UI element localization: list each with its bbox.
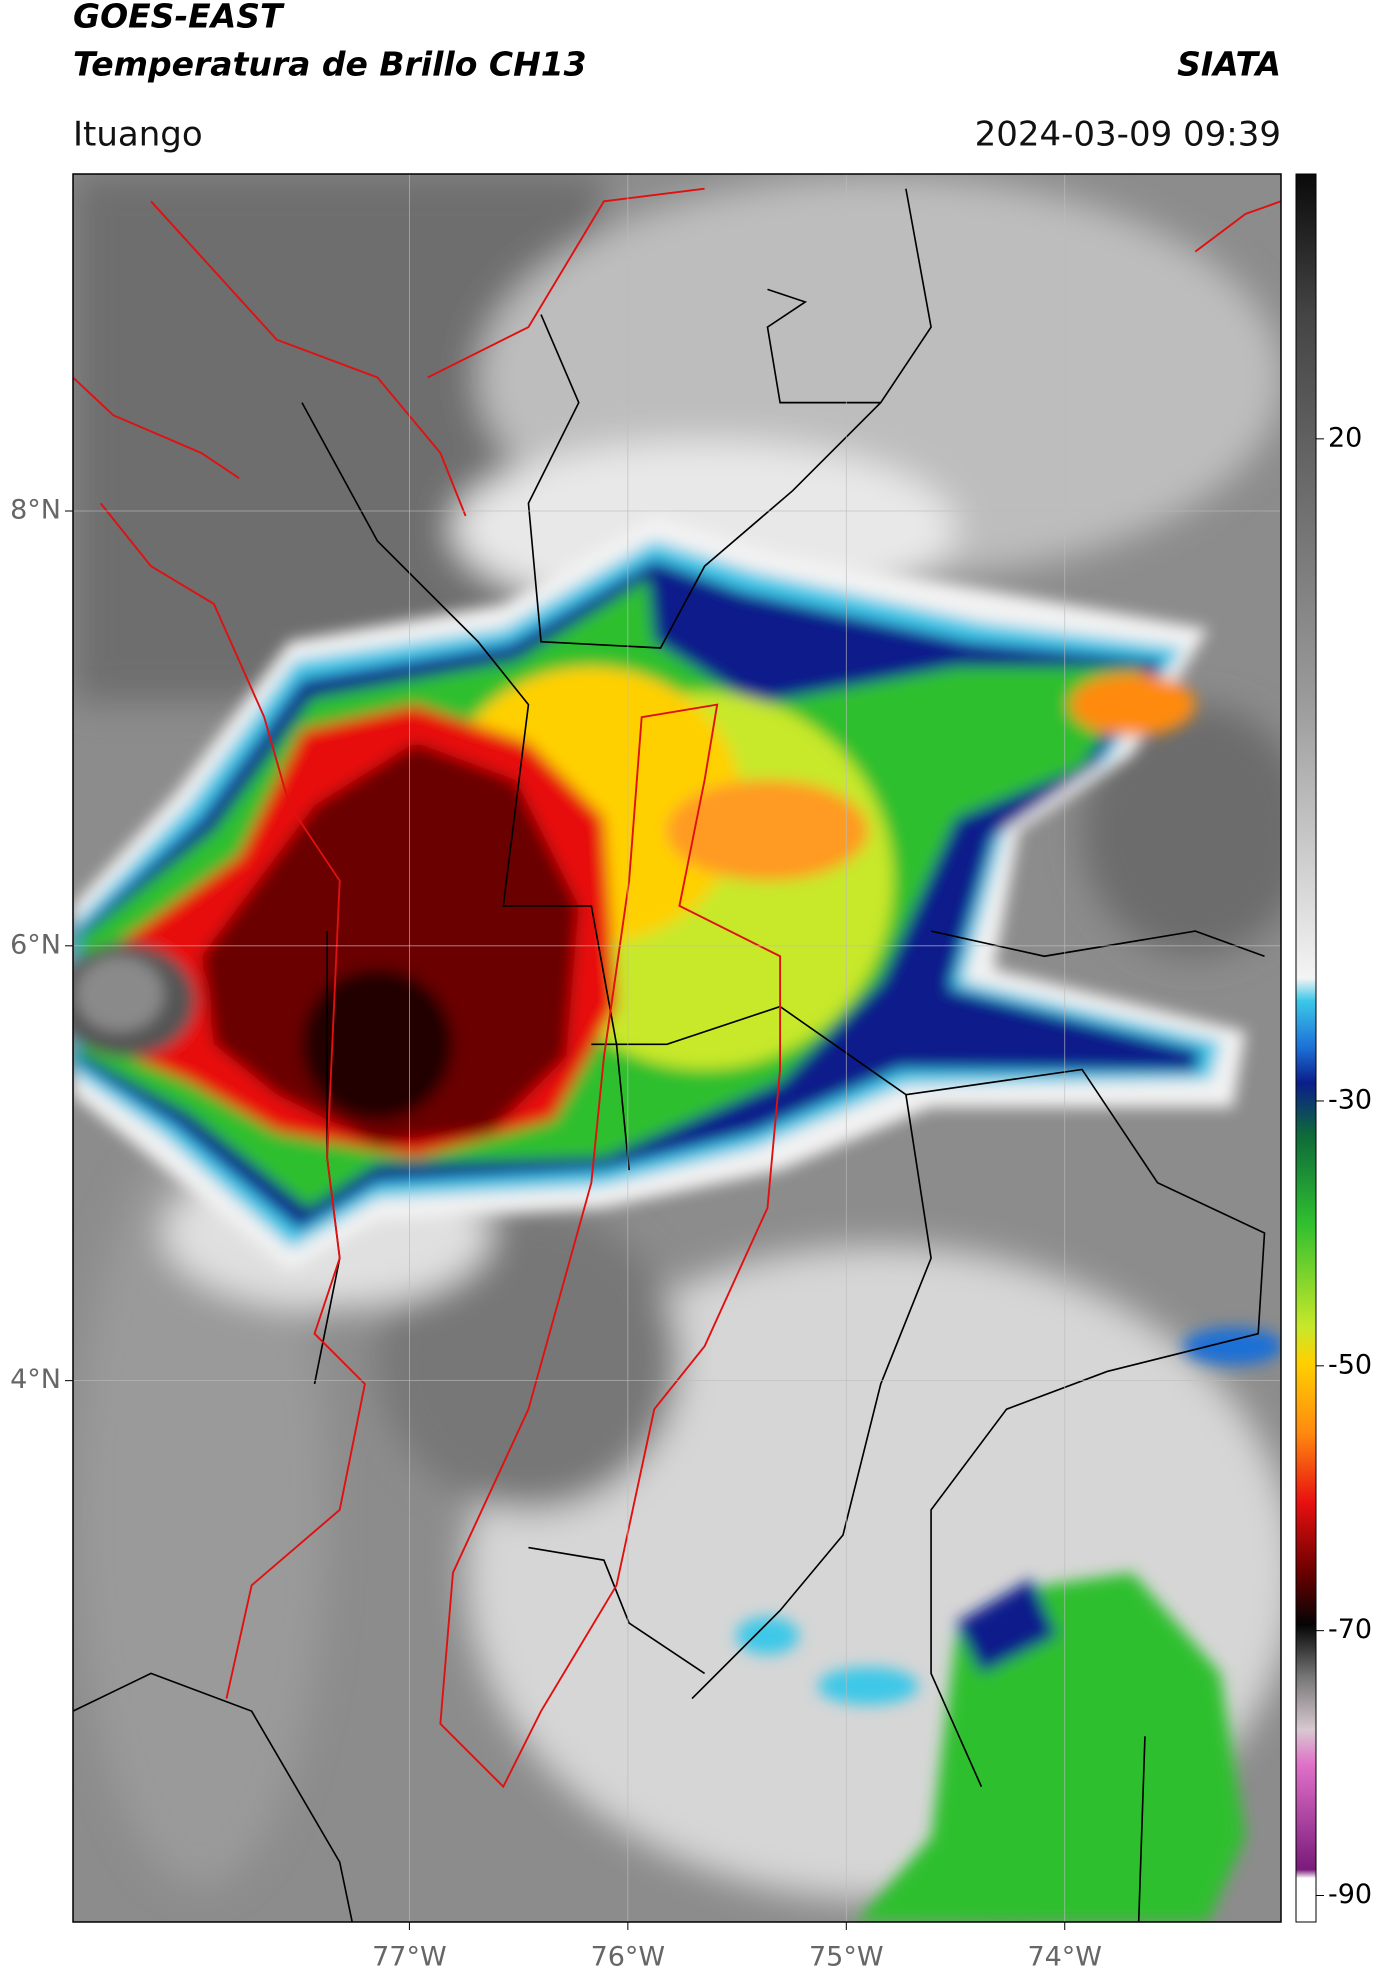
satellite-image	[72, 173, 1281, 1923]
colorbar	[1295, 173, 1317, 1923]
colorbar-tick-label: -50	[1328, 1349, 1372, 1380]
colorbar-tick-label: 20	[1328, 422, 1362, 453]
y-tick-label: 4°N	[10, 1364, 61, 1395]
x-tick-label: 76°W	[591, 1942, 666, 1973]
colorbar-tick-label: -90	[1328, 1879, 1372, 1910]
map-frame	[72, 173, 1282, 1923]
graticule	[73, 174, 1281, 1922]
y-tick-label: 8°N	[10, 494, 61, 525]
x-tick-label: 74°W	[1027, 1942, 1102, 1973]
organization: SIATA	[1177, 45, 1281, 84]
x-tick-label: 75°W	[809, 1942, 884, 1973]
colorbar-tick-label: -30	[1328, 1084, 1372, 1115]
x-tick-label: 77°W	[372, 1942, 447, 1973]
location: Ituango	[73, 115, 203, 155]
y-tick-label: 6°N	[10, 929, 61, 960]
colorbar-tick-label: -70	[1328, 1614, 1372, 1645]
title: GOES-EAST	[73, 0, 285, 36]
subtitle: Temperatura de Brillo CH13	[73, 45, 587, 84]
datetime: 2024-03-09 09:39	[975, 115, 1281, 155]
